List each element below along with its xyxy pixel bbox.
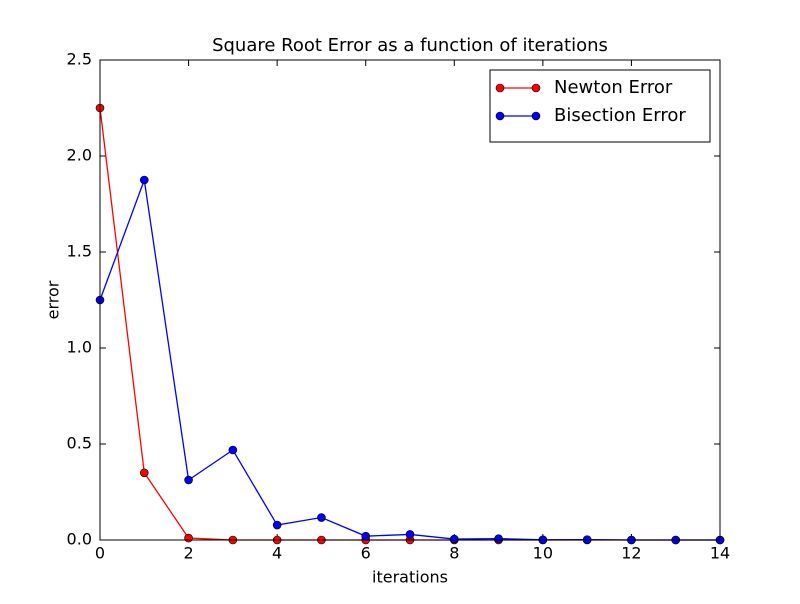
data-point: [361, 531, 371, 541]
x-tick-label: 12: [621, 544, 641, 563]
y-tick-label: 0.5: [67, 434, 92, 453]
data-point: [449, 534, 459, 544]
x-tick-label: 2: [183, 544, 193, 563]
legend-marker: [495, 83, 505, 93]
y-axis-label: error: [44, 280, 63, 319]
series-line: [99, 179, 720, 541]
y-tick-label: 1.0: [67, 338, 92, 357]
legend-label: Bisection Error: [554, 105, 686, 126]
data-point: [405, 530, 415, 539]
legend-label: Newton Error: [554, 77, 673, 98]
data-point: [494, 534, 503, 543]
data-point: [228, 445, 238, 455]
legend-box: [489, 69, 711, 143]
x-tick-label: 14: [710, 544, 730, 563]
x-tick-label: 8: [449, 544, 459, 563]
y-tick-label: 2.5: [67, 50, 92, 69]
plot-frame: [99, 59, 721, 541]
x-tick-label: 10: [533, 544, 553, 563]
y-tick-label: 1.5: [67, 242, 92, 261]
x-tick-label: 6: [361, 544, 371, 563]
x-axis-label: iterations: [372, 568, 448, 587]
y-tick-label: 2.0: [67, 146, 92, 165]
series-line: [99, 107, 720, 541]
data-point: [139, 468, 149, 478]
x-tick-label: 0: [95, 544, 105, 563]
legend-marker: [531, 83, 541, 93]
chart-title: Square Root Error as a function of itera…: [212, 35, 608, 56]
data-point: [184, 533, 193, 543]
legend-marker: [531, 111, 541, 121]
y-tick-label: 0.0: [67, 530, 92, 549]
legend-marker: [495, 111, 505, 121]
data-point: [184, 475, 193, 485]
data-point: [317, 513, 326, 522]
legend: Newton Error Bisection Error: [489, 69, 711, 143]
data-point: [139, 175, 149, 185]
data-point: [272, 520, 282, 530]
x-tick-label: 4: [272, 544, 282, 563]
